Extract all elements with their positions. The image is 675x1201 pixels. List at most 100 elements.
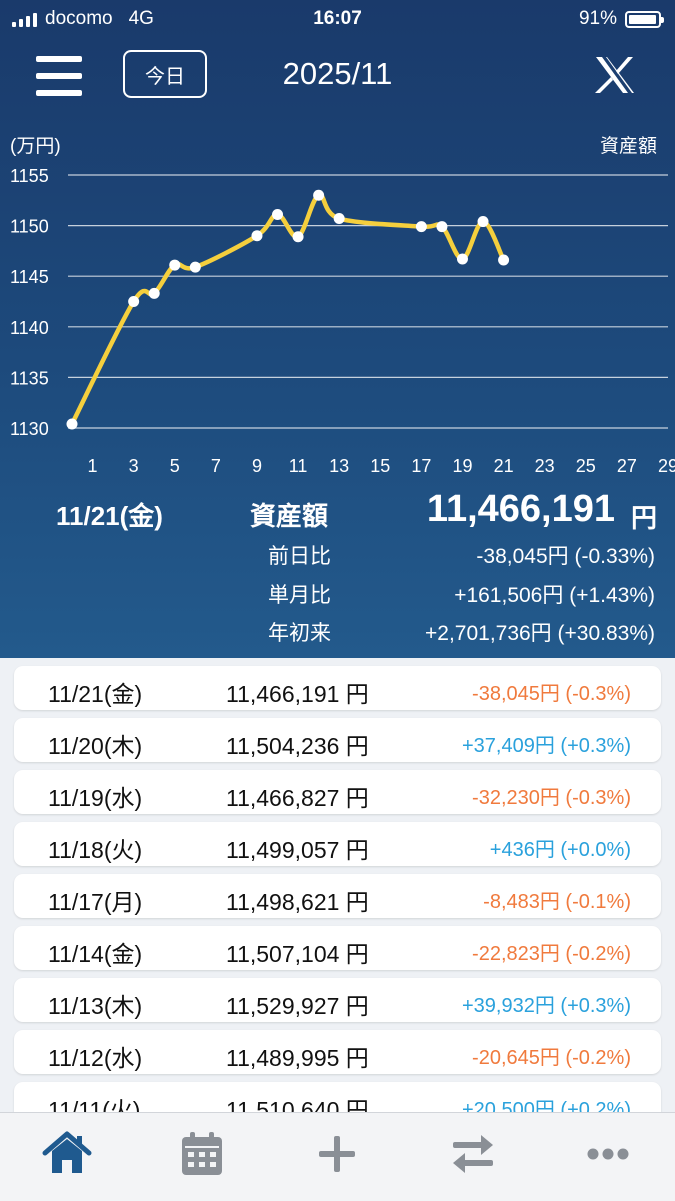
chart-unit-label: (万円): [10, 136, 61, 157]
chart-x-tick-label: 1: [88, 456, 98, 476]
tab-home[interactable]: [42, 1131, 92, 1177]
chart-x-tick-label: 5: [170, 456, 180, 476]
carrier-name: docomo: [45, 8, 113, 29]
history-date: 11/18(火): [48, 837, 143, 863]
history-amount: 11,489,995 円: [226, 1045, 369, 1071]
today-button[interactable]: 今日: [123, 50, 207, 98]
history-amount: 11,466,827 円: [226, 785, 369, 811]
menu-button[interactable]: [36, 56, 82, 96]
history-list[interactable]: 11/21(金) 11,466,191 円 -38,045円 (-0.3%) 1…: [0, 658, 675, 1112]
tab-more[interactable]: [585, 1131, 631, 1177]
chart-series-label: 資産額: [600, 135, 657, 157]
history-row[interactable]: 11/20(木) 11,504,236 円 +37,409円 (+0.3%): [14, 718, 661, 762]
history-date: 11/19(水): [48, 785, 143, 811]
history-row[interactable]: 11/19(水) 11,466,827 円 -32,230円 (-0.3%): [14, 770, 661, 814]
history-change: +20,500円 (+0.2%): [462, 1099, 631, 1112]
history-amount: 11,466,191 円: [226, 681, 369, 707]
history-change: -20,645円 (-0.2%): [472, 1047, 631, 1069]
home-icon: [42, 1131, 92, 1173]
summary-row-label: 単月比: [268, 584, 331, 607]
history-row[interactable]: 11/21(金) 11,466,191 円 -38,045円 (-0.3%): [14, 666, 661, 710]
history-date: 11/13(木): [48, 993, 143, 1019]
tab-bar: [0, 1112, 675, 1201]
chart-x-tick-label: 15: [370, 456, 390, 476]
history-change: +436円 (+0.0%): [489, 839, 631, 861]
tab-calendar[interactable]: [181, 1131, 227, 1177]
summary-date: 11/21(金): [56, 501, 163, 531]
status-bar: docomo 4G 16:07 91%: [0, 0, 675, 38]
history-row[interactable]: 11/17(月) 11,498,621 円 -8,483円 (-0.1%): [14, 874, 661, 918]
chart-x-tick-label: 3: [129, 456, 139, 476]
history-change: +39,932円 (+0.3%): [462, 995, 631, 1017]
plus-icon: [319, 1136, 355, 1172]
history-row[interactable]: 11/11(火) 11,510,640 円 +20,500円 (+0.2%): [14, 1082, 661, 1112]
chart-y-tick-label: 1145: [10, 267, 49, 287]
chart-data-point: [456, 253, 468, 265]
x-share-button[interactable]: [593, 55, 637, 95]
history-row[interactable]: 11/13(木) 11,529,927 円 +39,932円 (+0.3%): [14, 978, 661, 1022]
chart-y-tick-label: 1130: [10, 419, 49, 439]
chart-x-tick-label: 7: [211, 456, 221, 476]
history-change: -22,823円 (-0.2%): [472, 943, 631, 965]
chart-data-point: [313, 189, 325, 201]
summary-value: 11,466,191: [426, 488, 615, 530]
chart-x-tick-label: 19: [452, 456, 472, 476]
chart-y-tick-label: 1155: [10, 166, 49, 186]
chart-data-point: [128, 296, 140, 307]
signal-icon: [12, 11, 37, 27]
history-amount: 11,507,104 円: [226, 941, 369, 967]
chart-data-point: [66, 418, 78, 430]
carrier-info: docomo 4G: [12, 8, 154, 30]
transfer-arrows-icon: [453, 1135, 493, 1173]
summary-row-value: -38,045円 (-0.33%): [476, 545, 655, 568]
calendar-icon: [182, 1132, 222, 1175]
summary-unit: 円: [630, 503, 657, 533]
chart-data-point: [272, 208, 284, 220]
chart-x-tick-label: 29: [658, 456, 675, 476]
tab-transfer[interactable]: [450, 1131, 496, 1177]
chart-y-tick-label: 1135: [10, 368, 49, 388]
chart-x-tick-label: 13: [329, 456, 349, 476]
history-date: 11/12(水): [48, 1045, 143, 1071]
asset-chart: (万円) 資産額 1130 1135 1140 1145 1150 1155 1 3 5 7 9 11 13…: [0, 128, 675, 488]
chart-x-tick-label: 25: [576, 456, 596, 476]
chart-x-tick-label: 17: [411, 456, 431, 476]
tab-add[interactable]: [315, 1131, 361, 1177]
history-date: 11/17(月): [48, 889, 143, 915]
history-row[interactable]: 11/18(火) 11,499,057 円 +436円 (+0.0%): [14, 822, 661, 866]
summary-panel: 11/21(金) 資産額 11,466,191 円 前日比 -38,045円 (…: [0, 488, 675, 650]
battery-icon: [625, 10, 664, 28]
chart-x-tick-label: 11: [289, 456, 308, 476]
chart-data-point: [436, 221, 448, 233]
history-change: -32,230円 (-0.3%): [472, 787, 631, 809]
chart-data-point: [148, 287, 160, 299]
summary-row-label: 前日比: [268, 545, 331, 568]
battery-percent: 91%: [578, 8, 617, 29]
summary-label: 資産額: [250, 501, 329, 531]
summary-row-value: +2,701,736円 (+30.83%): [425, 622, 655, 645]
history-row[interactable]: 11/14(金) 11,507,104 円 -22,823円 (-0.2%): [14, 926, 661, 970]
chart-data-point: [251, 230, 263, 242]
chart-x-tick-label: 9: [252, 456, 262, 476]
history-date: 11/14(金): [48, 941, 143, 967]
history-amount: 11,498,621 円: [226, 889, 369, 915]
chart-x-tick-label: 23: [535, 456, 555, 476]
chart-data-point: [415, 221, 427, 233]
chart-y-tick-label: 1150: [10, 217, 49, 237]
header-panel: docomo 4G 16:07 91% 今日 2025/11 (万円) 資産額 11…: [0, 0, 675, 658]
history-row[interactable]: 11/12(水) 11,489,995 円 -20,645円 (-0.2%): [14, 1030, 661, 1074]
history-amount: 11,504,236 円: [226, 733, 369, 759]
history-amount: 11,499,057 円: [226, 837, 369, 863]
summary-row-label: 年初来: [268, 622, 331, 645]
battery-info: 91%: [578, 8, 664, 30]
history-amount: 11,529,927 円: [226, 993, 369, 1019]
chart-data-point: [333, 213, 345, 225]
chart-data-point: [477, 216, 489, 228]
history-amount: 11,510,640 円: [226, 1097, 369, 1112]
chart-data-point: [169, 259, 181, 271]
chart-x-tick-label: 21: [494, 456, 514, 476]
history-change: -38,045円 (-0.3%): [472, 683, 631, 705]
chart-x-tick-label: 27: [617, 456, 637, 476]
chart-y-tick-label: 1140: [10, 318, 49, 338]
